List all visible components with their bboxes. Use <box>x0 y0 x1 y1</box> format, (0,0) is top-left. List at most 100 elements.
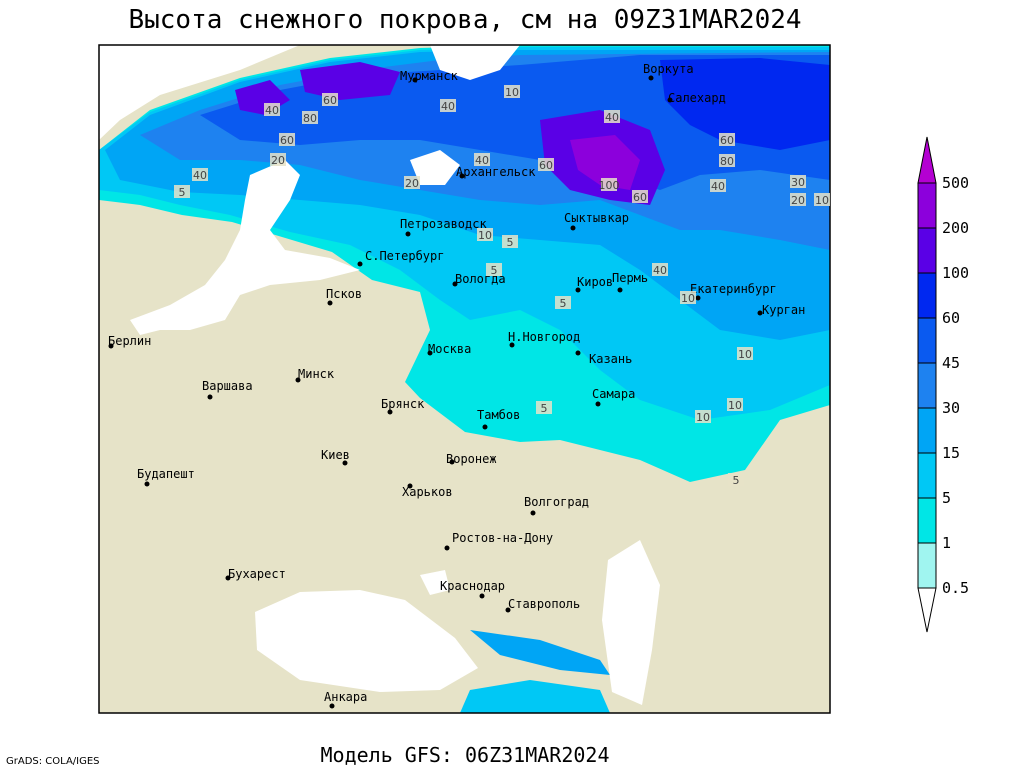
legend-label: 30 <box>942 399 960 417</box>
city-label: Бухарест <box>228 567 286 581</box>
contour-label: 100 <box>599 179 620 192</box>
city-dot <box>444 545 450 551</box>
contour-label-box <box>538 158 554 171</box>
city-label: Харьков <box>402 485 453 499</box>
contour-label: 60 <box>720 134 734 147</box>
contour-label-box <box>279 133 295 146</box>
contour-label-box <box>486 263 502 276</box>
footer: Модель GFS: 06Z31MAR2024 <box>321 743 610 767</box>
contour-label-box <box>727 398 743 411</box>
city-dot <box>342 460 348 466</box>
contour-label: 40 <box>193 169 207 182</box>
city-label: Екатеринбург <box>690 282 777 296</box>
city-label: Анкара <box>324 690 367 704</box>
contour-label-box <box>270 153 286 166</box>
city-dot <box>482 424 488 430</box>
contour-label: 60 <box>323 94 337 107</box>
contour-label: 20 <box>271 154 285 167</box>
contour-label: 5 <box>560 297 567 310</box>
sea <box>420 570 450 595</box>
contour-label: 60 <box>633 191 647 204</box>
city-layer: Мурманск Воркута Салехард Архангельск Сыктыв… <box>108 62 805 709</box>
city-dot <box>570 225 576 231</box>
city-dot <box>295 377 301 383</box>
contour-label: 5 <box>507 236 514 249</box>
city-dot <box>387 409 393 415</box>
contour-label: 10 <box>681 292 695 305</box>
city-dot <box>479 593 485 599</box>
city-dot <box>695 295 701 301</box>
legend-box <box>917 317 937 364</box>
contour-label: 80 <box>720 155 734 168</box>
city-label: Варшава <box>202 379 253 393</box>
sea <box>130 160 360 335</box>
legend-label: 5 <box>942 489 951 507</box>
city-label: Салехард <box>668 91 726 105</box>
city-dot <box>757 310 763 316</box>
contour-label-box <box>174 185 190 198</box>
contour-label: 20 <box>791 194 805 207</box>
contour-label-box <box>502 235 518 248</box>
contour-label: 40 <box>653 264 667 277</box>
city-label: Архангельск <box>456 165 536 179</box>
contour-label: 40 <box>475 154 489 167</box>
city-label: Воронеж <box>446 452 497 466</box>
city-dot <box>648 75 654 81</box>
city-label: Самара <box>592 387 635 401</box>
contour-label: 40 <box>605 111 619 124</box>
contour-label-box <box>477 228 493 241</box>
city-dot <box>449 459 455 465</box>
city-label: Н.Новгород <box>508 330 580 344</box>
snow-area <box>300 62 400 100</box>
city-dot <box>452 281 458 287</box>
legend-label: 1 <box>942 534 951 552</box>
contour-label-box <box>555 296 571 309</box>
snow-area <box>470 630 610 675</box>
city-dot <box>617 287 623 293</box>
city-dot <box>327 300 333 306</box>
city-label: Берлин <box>108 334 151 348</box>
contour-label: 5 <box>541 402 548 415</box>
contour-label-box <box>652 263 668 276</box>
contour-label-box <box>404 176 420 189</box>
contour-label-box <box>302 111 318 124</box>
contour-label-box <box>504 85 520 98</box>
sea <box>255 590 478 692</box>
contour-label-box <box>680 291 696 304</box>
contour-label: 30 <box>791 176 805 189</box>
city-label: Москва <box>428 342 471 356</box>
contour-label: 10 <box>815 194 829 207</box>
city-label: Сыктывкар <box>564 211 629 225</box>
city-label: Киев <box>321 448 350 462</box>
city-label: Волгоград <box>524 495 589 509</box>
city-dot <box>575 287 581 293</box>
legend-box <box>917 362 937 409</box>
city-label: Ставрополь <box>508 597 580 611</box>
contour-label-box <box>536 401 552 414</box>
legend-box <box>917 542 937 589</box>
city-dot <box>427 350 433 356</box>
city-dot <box>575 350 581 356</box>
contour-label-layer: 40 60 80 60 40 20 5 40 10 20 40 60 100 60 40 20 10 30 40 60… <box>174 85 830 487</box>
city-label: Брянск <box>381 397 425 411</box>
legend-arrow-low <box>917 587 937 633</box>
contour-label: 60 <box>539 159 553 172</box>
contour-label-box <box>719 154 735 167</box>
contour-label: 80 <box>303 112 317 125</box>
contour-label: 5 <box>179 186 186 199</box>
sea <box>410 150 460 185</box>
city-label: Петрозаводск <box>400 217 487 231</box>
contour-label-box <box>604 110 620 123</box>
contour-label-box <box>264 103 280 116</box>
map-frame <box>98 44 831 714</box>
snow-area <box>660 58 830 150</box>
city-label: Ростов-на-Дону <box>452 531 553 545</box>
contour-label-box <box>790 193 806 206</box>
city-dot <box>405 231 411 237</box>
city-label: Краснодар <box>440 579 505 593</box>
legend-box <box>917 452 937 499</box>
city-dot <box>459 173 465 179</box>
city-dot <box>530 510 536 516</box>
city-label: Курган <box>762 303 805 317</box>
